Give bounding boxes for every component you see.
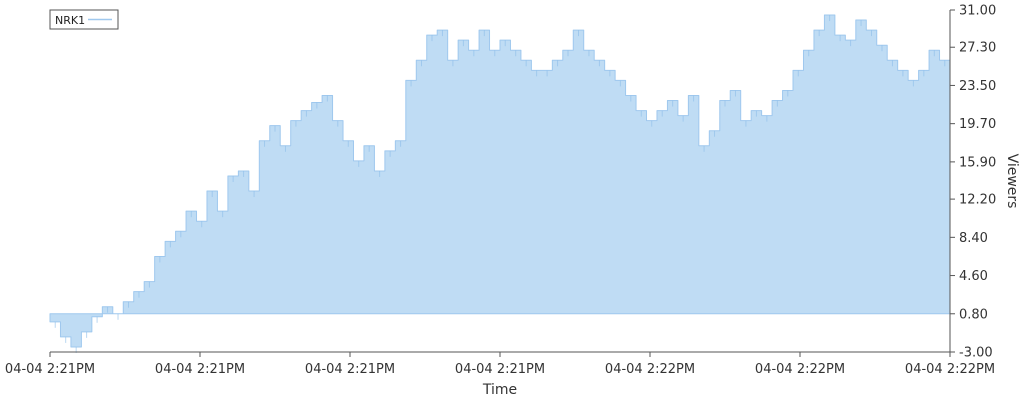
y-tick-label: 8.40	[959, 231, 988, 246]
y-tick-label: 12.20	[959, 193, 996, 208]
x-tick-label: 04-04 2:22PM	[605, 362, 695, 377]
y-tick-label: 19.70	[959, 117, 996, 132]
x-tick-label: 04-04 2:21PM	[155, 362, 245, 377]
legend-label-nrk1: NRK1	[55, 14, 85, 27]
y-tick-label: 4.60	[959, 269, 988, 284]
y-axis: 31.00 27.30 23.50 19.70 15.90 12.20 8.40 4.60 0.…	[949, 4, 1020, 361]
y-axis-ticks: 31.00 27.30 23.50 19.70 15.90 12.20 8.40 4.60 0.…	[950, 4, 996, 361]
x-tick-label: 04-04 2:21PM	[5, 362, 95, 377]
x-axis-ticks: 04-04 2:21PM 04-04 2:21PM 04-04 2:21PM 04-0…	[5, 352, 995, 377]
y-tick-label: -3.00	[959, 346, 993, 361]
y-tick-label: 23.50	[959, 79, 996, 94]
y-tick-label: 0.80	[959, 307, 988, 322]
y-tick-label: 27.30	[959, 41, 996, 56]
x-tick-label: 04-04 2:22PM	[755, 362, 845, 377]
x-axis: 04-04 2:21PM 04-04 2:21PM 04-04 2:21PM 04-0…	[5, 351, 995, 398]
series-area-nrk1	[49, 14, 951, 348]
y-tick-label: 15.90	[959, 155, 996, 170]
x-tick-label: 04-04 2:22PM	[905, 362, 995, 377]
y-axis-title: Viewers	[1004, 154, 1020, 209]
legend: NRK1	[49, 9, 119, 30]
x-tick-label: 04-04 2:21PM	[305, 362, 395, 377]
x-tick-label: 04-04 2:21PM	[455, 362, 545, 377]
legend-box	[49, 9, 119, 30]
x-axis-title: Time	[482, 382, 517, 398]
plot-area	[49, 14, 951, 353]
y-tick-label: 31.00	[959, 4, 996, 19]
